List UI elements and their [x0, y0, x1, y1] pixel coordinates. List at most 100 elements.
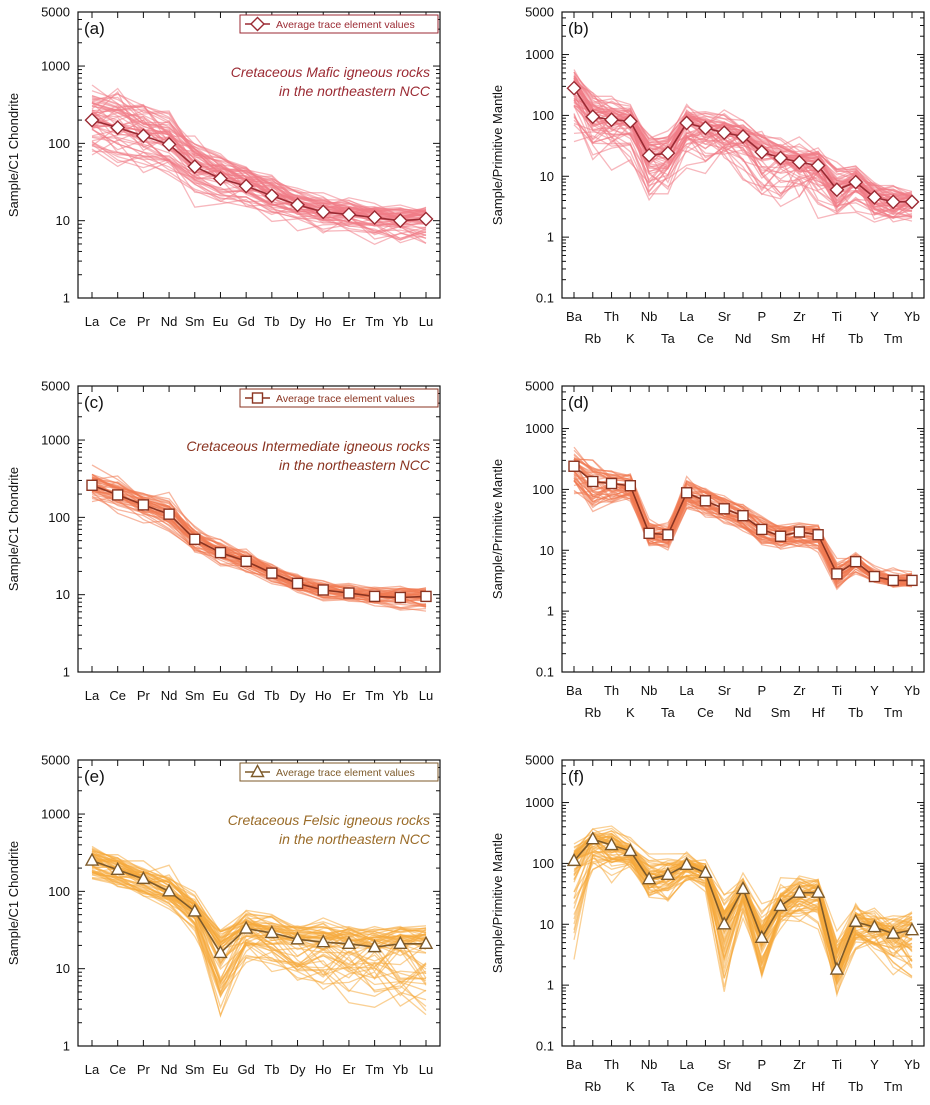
x-tick-label: Eu: [213, 314, 229, 329]
data-point-marker: [697, 120, 713, 136]
y-tick-label: 100: [532, 856, 554, 871]
sample-line: [91, 105, 427, 217]
data-point-marker: [737, 509, 749, 522]
data-point-marker: [848, 174, 864, 190]
x-tick-label: La: [85, 314, 100, 329]
data-point-marker: [848, 913, 863, 927]
x-tick-label: Nd: [161, 688, 178, 703]
y-tick-label: 0.1: [536, 1039, 554, 1054]
y-tick-label: 1000: [525, 47, 554, 62]
x-tick-label: Lu: [419, 1062, 433, 1077]
x-tick-label: Tb: [264, 1062, 279, 1077]
data-point-marker: [163, 508, 175, 520]
data-point-marker: [290, 931, 305, 945]
sample-lines: [573, 69, 913, 223]
panel-label: (f): [568, 767, 584, 786]
legend-box: [239, 388, 439, 408]
data-point-marker: [623, 843, 638, 857]
y-tick-label: 10: [56, 213, 70, 228]
average-series: [566, 80, 920, 210]
data-point-marker: [605, 477, 618, 490]
x-tick-label: Dy: [290, 314, 306, 329]
y-tick-label: 5000: [41, 5, 70, 20]
data-point-marker: [624, 480, 637, 492]
chart-annotation: Cretaceous Mafic igneous rocks: [231, 64, 430, 80]
data-point-marker: [641, 871, 657, 885]
x-tick-label: Gd: [237, 688, 254, 703]
legend-box: [239, 14, 439, 34]
x-tick-label: Sm: [185, 314, 205, 329]
x-tick-label: Yb: [904, 1057, 920, 1072]
x-tick-label: Hf: [812, 705, 825, 720]
legend: Average trace element values: [239, 14, 439, 34]
legend-box: [239, 762, 439, 782]
average-series: [86, 479, 432, 604]
y-axis-title: Sample/Primitive Mantle: [490, 833, 505, 973]
x-tick-label: Ba: [566, 1057, 583, 1072]
data-point-marker: [887, 574, 899, 587]
sample-line: [91, 863, 427, 948]
data-point-marker: [393, 935, 408, 949]
x-tick-label: Tm: [365, 314, 384, 329]
y-tick-label: 1: [547, 230, 554, 245]
y-tick-label: 10: [540, 169, 554, 184]
panel-label: (b): [568, 19, 589, 38]
x-tick-label: Ce: [697, 1079, 714, 1094]
x-tick-label: Ti: [832, 1057, 842, 1072]
y-tick-label: 1: [547, 604, 554, 619]
data-point-marker: [698, 864, 713, 879]
data-point-marker: [904, 922, 920, 936]
data-point-marker: [660, 145, 676, 161]
data-point-marker: [679, 856, 694, 870]
x-tick-label: Sr: [718, 309, 732, 324]
chart-annotation: in the northeastern NCC: [279, 457, 431, 473]
data-point-marker: [367, 209, 383, 225]
x-tick-label: Tm: [884, 705, 903, 720]
data-point-marker: [754, 144, 770, 160]
y-tick-label: 1000: [525, 421, 554, 436]
panel-label: (e): [84, 767, 105, 786]
sample-line: [573, 80, 913, 205]
x-tick-label: Sm: [771, 331, 791, 346]
y-tick-label: 1: [63, 665, 70, 680]
sample-line: [91, 848, 427, 948]
data-point-marker: [291, 577, 304, 590]
y-tick-label: 1000: [41, 433, 70, 448]
data-point-marker: [885, 194, 901, 210]
x-tick-label: Zr: [793, 309, 806, 324]
data-point-marker: [906, 574, 918, 587]
data-point-marker: [585, 109, 601, 125]
x-tick-label: Ce: [109, 1062, 126, 1077]
data-point-marker: [773, 897, 788, 912]
data-point-marker: [662, 529, 674, 541]
x-tick-label: Y: [870, 1057, 879, 1072]
data-point-marker: [264, 924, 280, 939]
data-point-marker: [343, 587, 355, 599]
average-series: [84, 112, 434, 229]
sample-line: [91, 861, 427, 951]
panel-a: 1 10 100 1000 5000 La Ce Pr Nd Sm Eu Gd Tb Dy Ho Er Tm Yb…: [6, 5, 441, 329]
x-tick-label: Th: [604, 683, 619, 698]
y-tick-label: 5000: [525, 5, 554, 20]
x-tick-label: Er: [342, 314, 356, 329]
x-tick-label: Dy: [290, 688, 306, 703]
x-tick-label: Zr: [793, 683, 806, 698]
y-tick-label: 1: [63, 291, 70, 306]
x-tick-label: Ta: [661, 705, 676, 720]
data-point-marker: [829, 182, 845, 198]
data-point-marker: [161, 883, 177, 897]
data-point-marker: [774, 530, 787, 542]
x-tick-label: Gd: [237, 1062, 254, 1077]
data-point-marker: [238, 178, 254, 194]
y-tick-label: 100: [48, 510, 70, 525]
data-point-marker: [420, 590, 432, 603]
data-point-marker: [810, 158, 826, 174]
data-point-marker: [867, 919, 882, 933]
x-tick-label: Tb: [848, 1079, 863, 1094]
x-tick-label: Yb: [904, 683, 920, 698]
x-tick-label: Yb: [392, 688, 408, 703]
data-point-marker: [585, 831, 600, 845]
sample-line: [91, 871, 427, 999]
data-point-marker: [868, 570, 881, 583]
